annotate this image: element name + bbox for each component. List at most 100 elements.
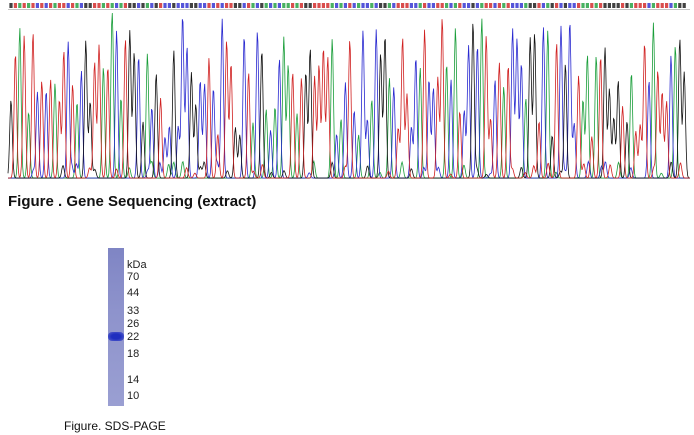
base-call (647, 3, 651, 8)
base-call (550, 3, 554, 8)
figure-caption: Figure. SDS-PAGE (64, 419, 166, 433)
base-call (445, 3, 449, 8)
base-call (185, 3, 189, 8)
base-call (62, 3, 66, 8)
marker-label: kDa (127, 259, 147, 271)
base-call (132, 3, 136, 8)
base-call (75, 3, 79, 8)
base-call (335, 3, 339, 8)
base-call (343, 3, 347, 8)
base-call (590, 3, 594, 8)
base-call (84, 3, 88, 8)
base-call (651, 3, 655, 8)
marker-label: 70 (127, 271, 140, 283)
marker-label: 44 (127, 287, 140, 299)
base-call (44, 3, 48, 8)
marker-label: 22 (127, 331, 140, 343)
base-call (31, 3, 35, 8)
base-call (339, 3, 343, 8)
base-call (79, 3, 83, 8)
base-call (634, 3, 638, 8)
base-call (524, 3, 528, 8)
base-call (27, 3, 31, 8)
base-call (546, 3, 550, 8)
base-call (207, 3, 211, 8)
base-call (572, 3, 576, 8)
base-call (242, 3, 246, 8)
base-call (467, 3, 471, 8)
base-call (40, 3, 44, 8)
base-call (423, 3, 427, 8)
base-call (449, 3, 453, 8)
base-call (405, 3, 409, 8)
marker-label: 33 (127, 305, 140, 317)
chromatogram (7, 3, 690, 179)
base-call (282, 3, 286, 8)
base-call (585, 3, 589, 8)
marker-label: 26 (127, 318, 140, 330)
base-call (150, 3, 154, 8)
base-call (612, 3, 616, 8)
base-call (568, 3, 572, 8)
base-call (115, 3, 119, 8)
base-call (427, 3, 431, 8)
base-call (88, 3, 92, 8)
base-call (211, 3, 215, 8)
base-call (167, 3, 171, 8)
base-call (537, 3, 541, 8)
base-call (665, 3, 669, 8)
base-call (559, 3, 563, 8)
base-call (678, 3, 682, 8)
base-call (251, 3, 255, 8)
base-call (660, 3, 664, 8)
base-call (53, 3, 57, 8)
base-call (291, 3, 295, 8)
figure-caption: Figure . Gene Sequencing (extract) (8, 193, 257, 210)
base-call (370, 3, 374, 8)
base-call (110, 3, 114, 8)
base-call (286, 3, 290, 8)
base-call (387, 3, 391, 8)
base-call (401, 3, 405, 8)
base-call (361, 3, 365, 8)
base-call (269, 3, 273, 8)
base-call (13, 3, 17, 8)
base-call (225, 3, 229, 8)
base-call (436, 3, 440, 8)
base-call (154, 3, 158, 8)
base-call (119, 3, 123, 8)
gel-lane (108, 248, 124, 406)
base-call (22, 3, 26, 8)
base-call (621, 3, 625, 8)
base-call (392, 3, 396, 8)
base-call (471, 3, 475, 8)
base-call (506, 3, 510, 8)
base-call (453, 3, 457, 8)
base-call (159, 3, 163, 8)
base-call (643, 3, 647, 8)
base-call (541, 3, 545, 8)
base-call (555, 3, 559, 8)
base-call (440, 3, 444, 8)
base-call (106, 3, 110, 8)
base-call (260, 3, 264, 8)
base-call (273, 3, 277, 8)
base-call (216, 3, 220, 8)
base-call (198, 3, 202, 8)
base-call (682, 3, 686, 8)
base-call (181, 3, 185, 8)
base-call (357, 3, 361, 8)
marker-label: 18 (127, 348, 140, 360)
base-call (229, 3, 233, 8)
marker-label: 10 (127, 390, 140, 402)
base-call (348, 3, 352, 8)
base-call (533, 3, 537, 8)
base-call (189, 3, 193, 8)
base-call (326, 3, 330, 8)
base-call (137, 3, 141, 8)
base-call (379, 3, 383, 8)
base-call (673, 3, 677, 8)
base-call (145, 3, 149, 8)
base-call (49, 3, 53, 8)
base-call (458, 3, 462, 8)
